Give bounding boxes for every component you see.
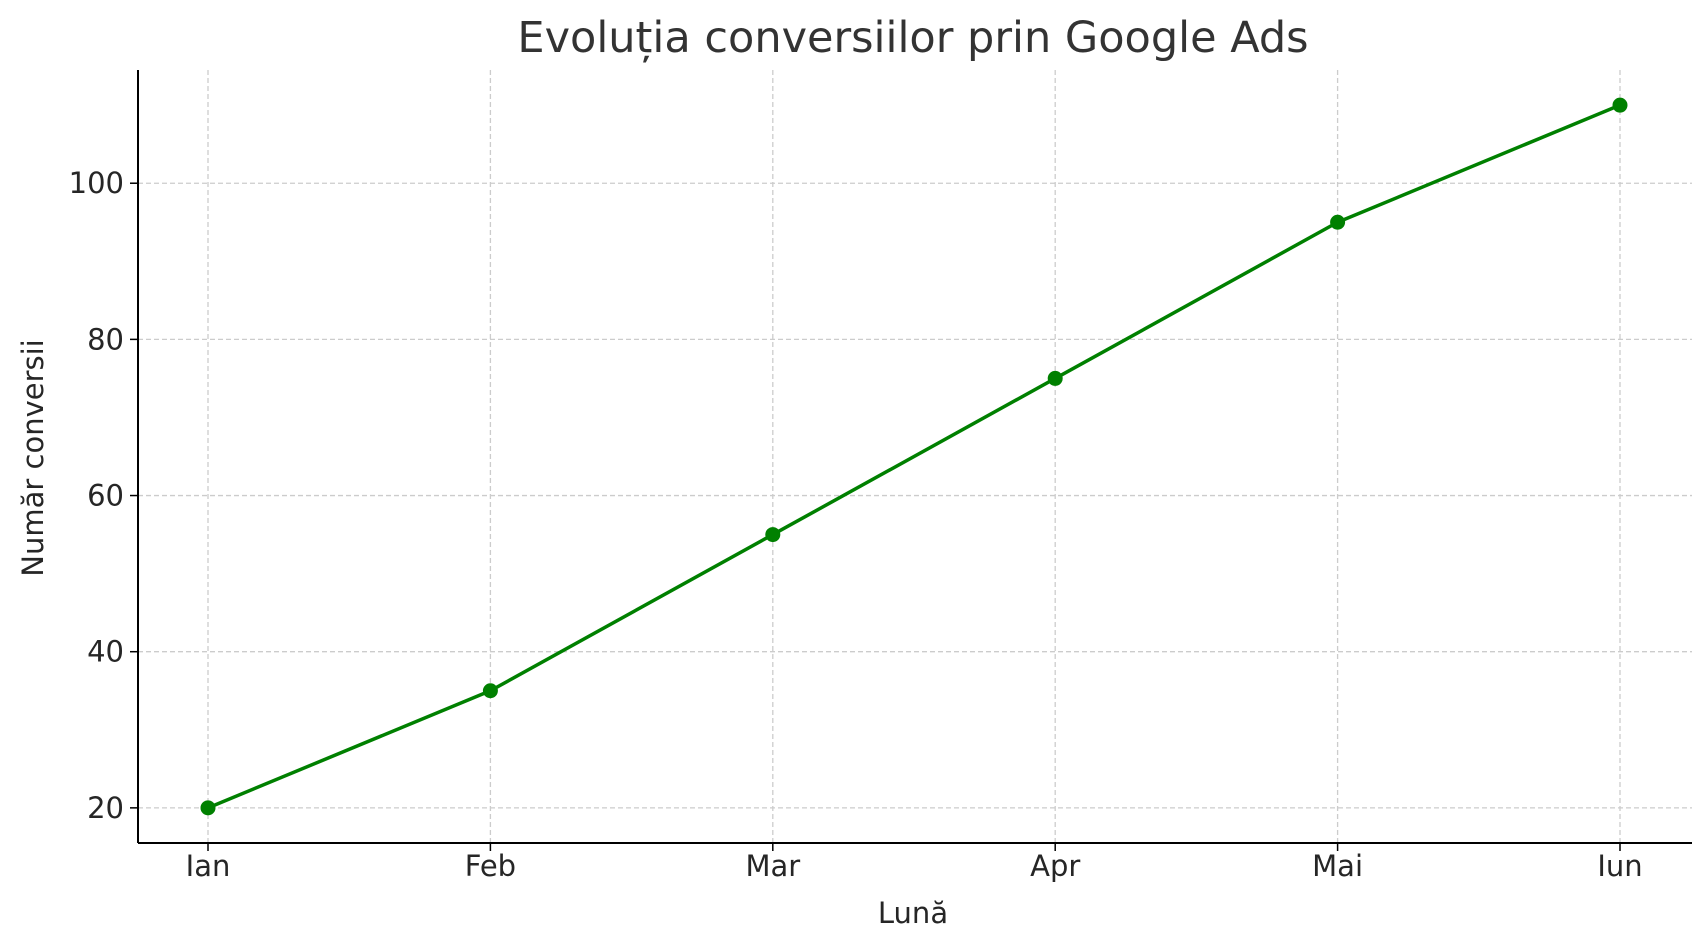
chart-title: Evoluția conversiilor prin Google Ads xyxy=(517,13,1308,63)
y-tick-label: 100 xyxy=(69,166,124,200)
x-tick-label: Apr xyxy=(1030,849,1080,883)
data-point xyxy=(765,527,781,543)
x-tick-label: Iun xyxy=(1597,849,1642,883)
data-point xyxy=(1612,97,1628,113)
data-point xyxy=(200,800,216,816)
series-layer xyxy=(200,97,1628,816)
data-point xyxy=(1330,214,1346,230)
x-tick-label: Ian xyxy=(186,849,231,883)
y-tick-label: 80 xyxy=(87,322,124,356)
x-axis-label: Lună xyxy=(878,896,948,930)
axes xyxy=(137,70,1692,844)
data-point xyxy=(1047,370,1063,386)
y-axis-label: Număr conversii xyxy=(16,339,50,576)
grid xyxy=(138,70,1692,843)
data-point xyxy=(482,683,498,699)
y-tick-label: 60 xyxy=(87,479,124,513)
y-tick-label: 40 xyxy=(87,635,124,669)
x-tick-label: Feb xyxy=(465,849,516,883)
x-tick-label: Mar xyxy=(745,849,800,883)
ticks: Ian Feb Mar Apr Mai Iun 20 40 60 80 100 xyxy=(69,166,1643,883)
x-tick-label: Mai xyxy=(1312,849,1363,883)
series-line xyxy=(207,103,1621,810)
y-tick-label: 20 xyxy=(87,791,124,825)
